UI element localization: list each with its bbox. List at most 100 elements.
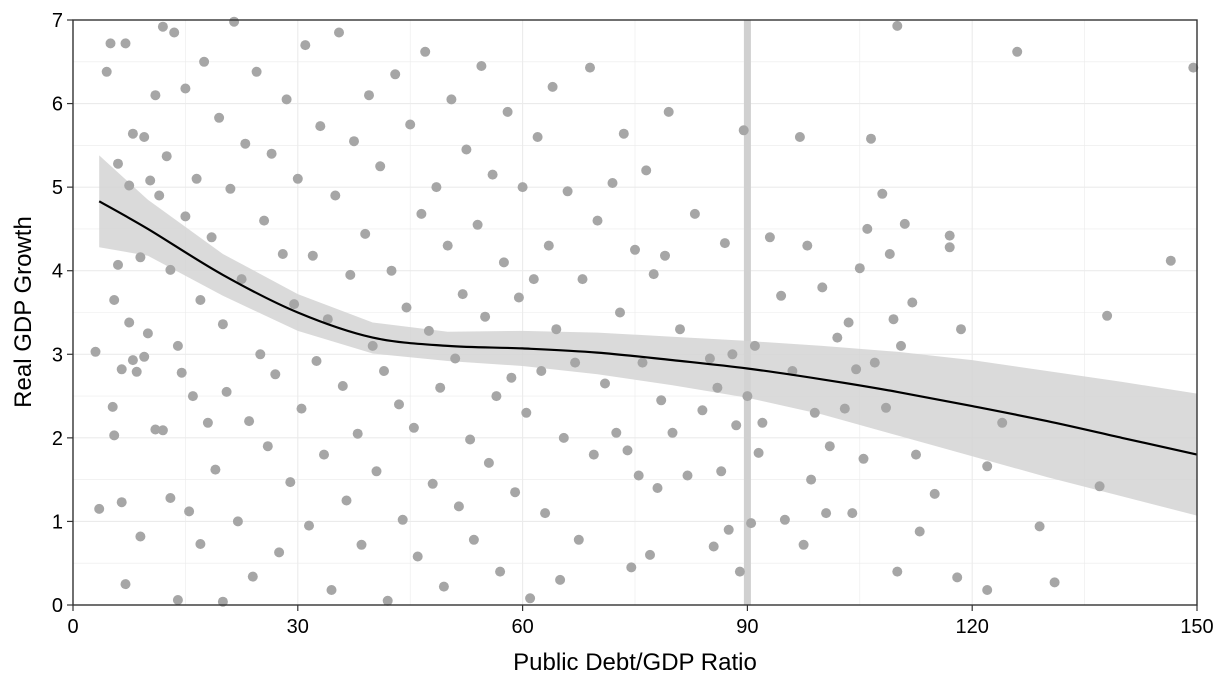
data-point: [881, 402, 891, 413]
data-point: [319, 449, 329, 460]
data-point: [525, 593, 536, 604]
data-point: [289, 299, 300, 310]
data-point: [1049, 577, 1060, 588]
data-point: [806, 474, 817, 485]
data-point: [555, 574, 566, 585]
data-point: [195, 539, 206, 549]
data-point: [116, 364, 127, 375]
data-point: [145, 175, 156, 186]
data-point: [94, 503, 105, 514]
data-point: [731, 420, 742, 431]
data-point: [858, 453, 869, 464]
data-point: [914, 526, 925, 537]
data-point: [322, 314, 333, 325]
data-point: [667, 427, 678, 438]
data-point: [229, 16, 240, 27]
data-point: [532, 132, 543, 142]
data-point: [884, 249, 895, 259]
x-axis-title: Public Debt/GDP Ratio: [513, 649, 757, 673]
data-point: [210, 464, 221, 475]
data-point: [956, 324, 966, 335]
data-point: [491, 391, 502, 402]
data-point: [656, 395, 667, 406]
data-point: [240, 138, 251, 149]
data-point: [521, 407, 532, 418]
confidence-band-group: [99, 155, 1198, 516]
data-point: [259, 215, 270, 226]
data-point: [307, 250, 318, 261]
data-point: [236, 274, 247, 285]
data-point: [630, 244, 640, 255]
data-point: [892, 20, 903, 31]
data-point: [468, 534, 479, 545]
data-point: [585, 62, 595, 73]
data-point: [832, 332, 843, 343]
data-point: [817, 282, 828, 293]
data-point: [157, 425, 168, 436]
data-point: [513, 292, 524, 303]
data-point: [573, 534, 584, 545]
data-point: [802, 240, 813, 251]
data-point: [570, 357, 581, 368]
data-point: [296, 403, 307, 414]
data-point: [195, 295, 206, 305]
data-point: [764, 232, 775, 243]
data-point: [1102, 310, 1113, 321]
data-point: [510, 487, 521, 498]
data-point: [165, 264, 176, 275]
data-point: [127, 355, 138, 366]
data-point: [997, 417, 1008, 428]
y-tick-label: 2: [52, 428, 63, 450]
data-point: [540, 508, 551, 519]
x-tick-label: 120: [956, 616, 989, 638]
data-point: [851, 364, 862, 375]
data-point: [506, 372, 517, 383]
x-tick-label: 150: [1180, 616, 1213, 638]
data-point: [382, 595, 393, 606]
data-point: [225, 183, 236, 194]
data-point: [648, 269, 659, 280]
data-point: [952, 572, 963, 583]
data-point: [1034, 521, 1045, 532]
data-point: [461, 144, 472, 155]
data-point: [607, 178, 618, 188]
data-point: [199, 56, 210, 67]
data-point: [244, 416, 255, 427]
data-point: [247, 571, 258, 582]
data-point: [495, 566, 506, 577]
y-tick-label: 4: [52, 261, 63, 283]
data-point: [142, 328, 153, 339]
data-point: [779, 514, 790, 525]
data-point: [330, 190, 341, 201]
data-point: [157, 21, 168, 32]
data-point: [113, 158, 123, 169]
data-point: [135, 252, 146, 263]
data-point: [401, 302, 412, 313]
data-point: [304, 520, 314, 531]
data-point: [127, 128, 138, 139]
data-point: [551, 324, 562, 335]
data-point: [547, 81, 558, 92]
data-point: [217, 596, 228, 607]
data-point: [206, 232, 217, 243]
data-point: [337, 381, 348, 391]
data-point: [944, 230, 955, 241]
data-point: [637, 357, 648, 368]
data-point: [1165, 255, 1176, 266]
data-point: [498, 257, 509, 268]
data-point: [866, 133, 876, 144]
data-point: [116, 497, 127, 508]
y-axis: 0 1 2 3 4 5 6 7: [52, 10, 73, 617]
data-point: [615, 307, 625, 318]
plot-panel-border: [72, 19, 1198, 606]
data-point: [663, 106, 674, 117]
data-point: [798, 539, 809, 550]
data-point: [675, 324, 685, 335]
data-point: [371, 466, 382, 477]
data-point: [622, 445, 633, 456]
x-axis: 0 30 60 90 120 150: [67, 605, 1214, 638]
data-point: [390, 69, 401, 80]
data-point: [120, 579, 131, 590]
data-point: [697, 405, 708, 416]
data-point: [847, 508, 858, 519]
